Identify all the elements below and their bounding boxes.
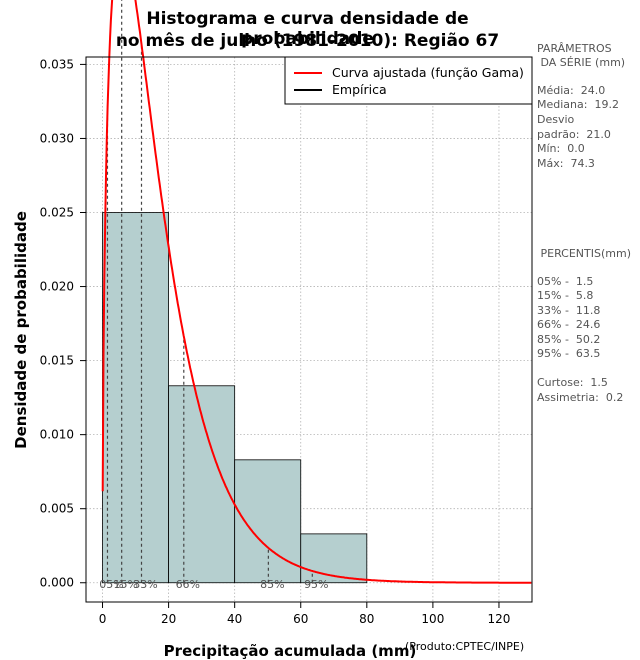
params-subheading: DA SÉRIE (mm): [537, 56, 626, 69]
x-tick-label: 40: [227, 612, 242, 626]
percentis-heading: PERCENTIS(mm): [537, 247, 631, 260]
histogram-bar: [102, 212, 169, 584]
x-axis: 0 20 40 60 80 100 120: [99, 602, 511, 626]
legend-box: [284, 56, 533, 105]
x-axis-label: Precipitação acumulada (mm): [164, 642, 417, 660]
percentil-05: 05% - 1.5: [537, 275, 594, 288]
y-tick-label: 0.010: [40, 428, 74, 442]
params-heading: PARÂMETROS: [537, 42, 612, 55]
param-max: Máx: 74.3: [537, 157, 595, 170]
param-stdev-label: Desvio: [537, 113, 575, 126]
percentile-label: 15%: [113, 578, 137, 591]
x-tick-label: 20: [161, 612, 176, 626]
legend-label-empirical: Empírica: [332, 82, 387, 97]
y-axis: 0.000 0.005 0.010 0.015 0.020 0.025 0.030 0.035: [40, 57, 86, 590]
stat-kurtosis: Curtose: 1.5: [537, 376, 608, 389]
y-axis-label: Densidade de probabilidade: [12, 211, 30, 449]
fitted-gamma-curve: [101, 0, 532, 584]
y-tick-label: 0.035: [40, 57, 74, 71]
y-tick-label: 0.025: [40, 206, 74, 220]
y-tick-label: 0.030: [40, 131, 74, 145]
legend-label-fitted: Curva ajustada (função Gama): [332, 65, 524, 80]
percentile-label: 33%: [133, 578, 157, 591]
x-tick-label: 60: [293, 612, 308, 626]
percentile-label: 95%: [304, 578, 328, 591]
chart-title-line-2: no mês de julho (1981-2010): Região 67: [115, 31, 500, 51]
percentil-66: 66% - 24.6: [537, 318, 601, 331]
stat-skewness: Assimetria: 0.2: [537, 391, 624, 404]
percentile-label: 85%: [260, 578, 284, 591]
percentil-85: 85% - 50.2: [537, 333, 601, 346]
percentil-95: 95% - 63.5: [537, 347, 601, 360]
param-median: Mediana: 19.2: [537, 98, 619, 111]
percentil-33: 33% - 11.8: [537, 304, 601, 317]
legend: Curva ajustada (função Gama) Empírica: [284, 56, 533, 105]
y-tick-label: 0.000: [40, 576, 74, 590]
y-tick-label: 0.005: [40, 502, 74, 516]
percentil-15: 15% - 5.8: [537, 289, 594, 302]
percentile-lines: 05%15%33% 66% 85% 95%: [99, 0, 329, 591]
x-tick-label: 120: [488, 612, 511, 626]
x-tick-label: 80: [359, 612, 374, 626]
x-tick-label: 100: [421, 612, 444, 626]
chart-title-line-1: Histograma e curva densidade de probabil…: [146, 9, 469, 49]
product-credit: (Produto:CPTEC/INPE): [405, 640, 524, 653]
percentile-label: 66%: [176, 578, 200, 591]
percentile-label: 05%: [99, 578, 123, 591]
x-tick-label: 0: [99, 612, 107, 626]
y-tick-label: 0.020: [40, 280, 74, 294]
param-stdev: padrão: 21.0: [537, 128, 611, 141]
param-mean: Média: 24.0: [537, 84, 606, 97]
param-min: Mín: 0.0: [537, 142, 585, 155]
y-tick-label: 0.015: [40, 354, 74, 368]
